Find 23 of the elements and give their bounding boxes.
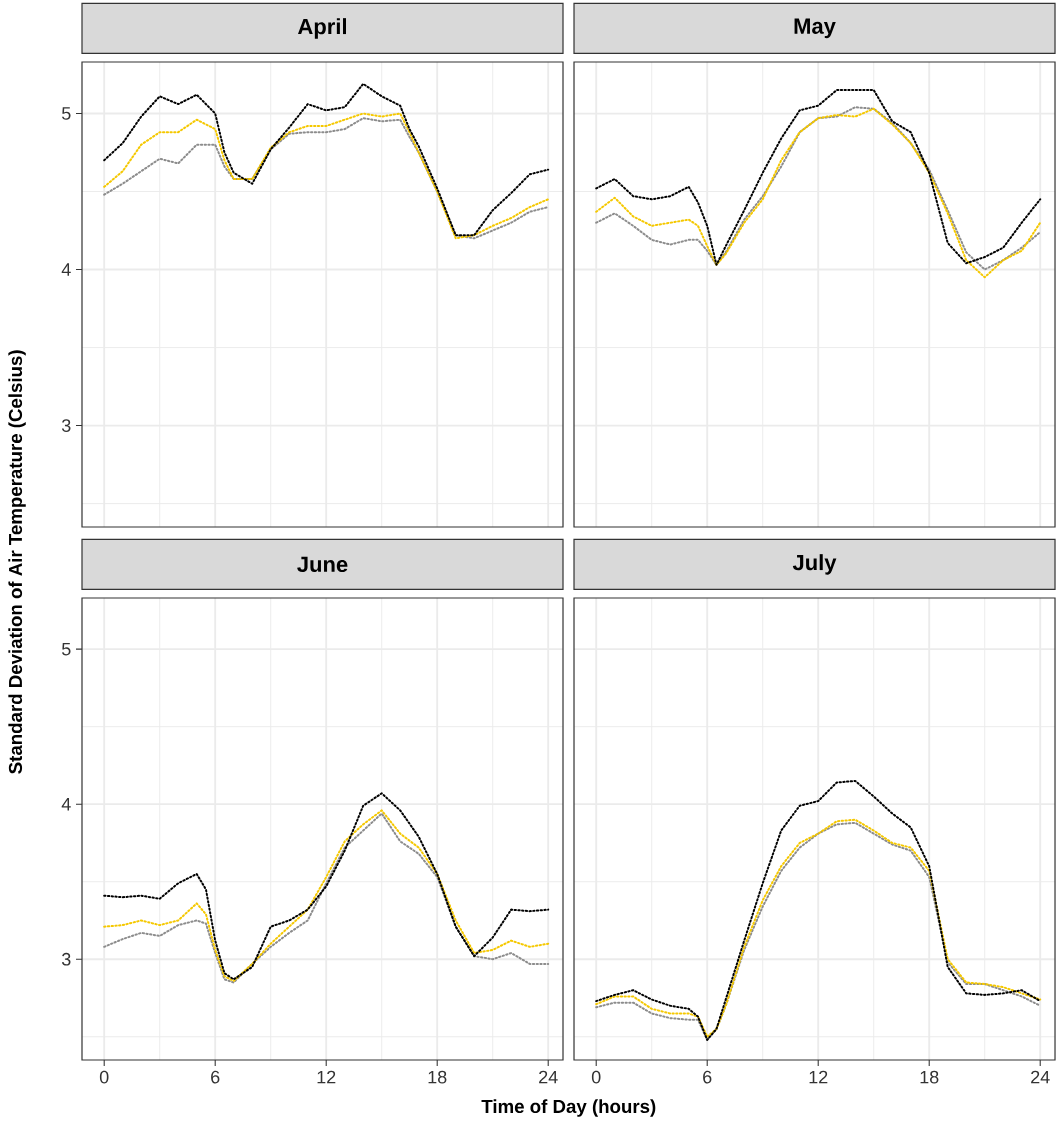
y-tick-label: 4 [61,263,71,276]
y-tick-label: 4 [61,798,71,811]
y-tick-label: 3 [61,419,71,432]
x-tick-label: 12 [317,1070,336,1084]
x-tick-label: 24 [539,1070,558,1084]
x-tick-label: 0 [99,1070,109,1084]
y-tick-label: 5 [61,642,71,656]
x-tick-label: 18 [428,1070,447,1084]
line-series [103,82,550,237]
x-tick-label: 6 [703,1070,712,1084]
chart-title: July [792,554,837,575]
chart-title: June [297,556,348,573]
x-tick-label: 24 [1031,1070,1050,1084]
x-tick-label: 0 [591,1070,601,1084]
y-tick-label: 3 [61,952,71,966]
x-tick-label: 6 [211,1070,220,1084]
y-tick-label: 5 [61,107,71,120]
y-axis-title: Standard Deviation of Air Temperature (Celsius) [8,350,26,774]
x-axis-title: Time of Day (hours) [481,1099,656,1117]
x-tick-label: 12 [809,1070,828,1084]
chart-title: April [297,18,347,39]
x-tick-label: 18 [920,1070,939,1084]
chart-title: May [794,18,836,39]
